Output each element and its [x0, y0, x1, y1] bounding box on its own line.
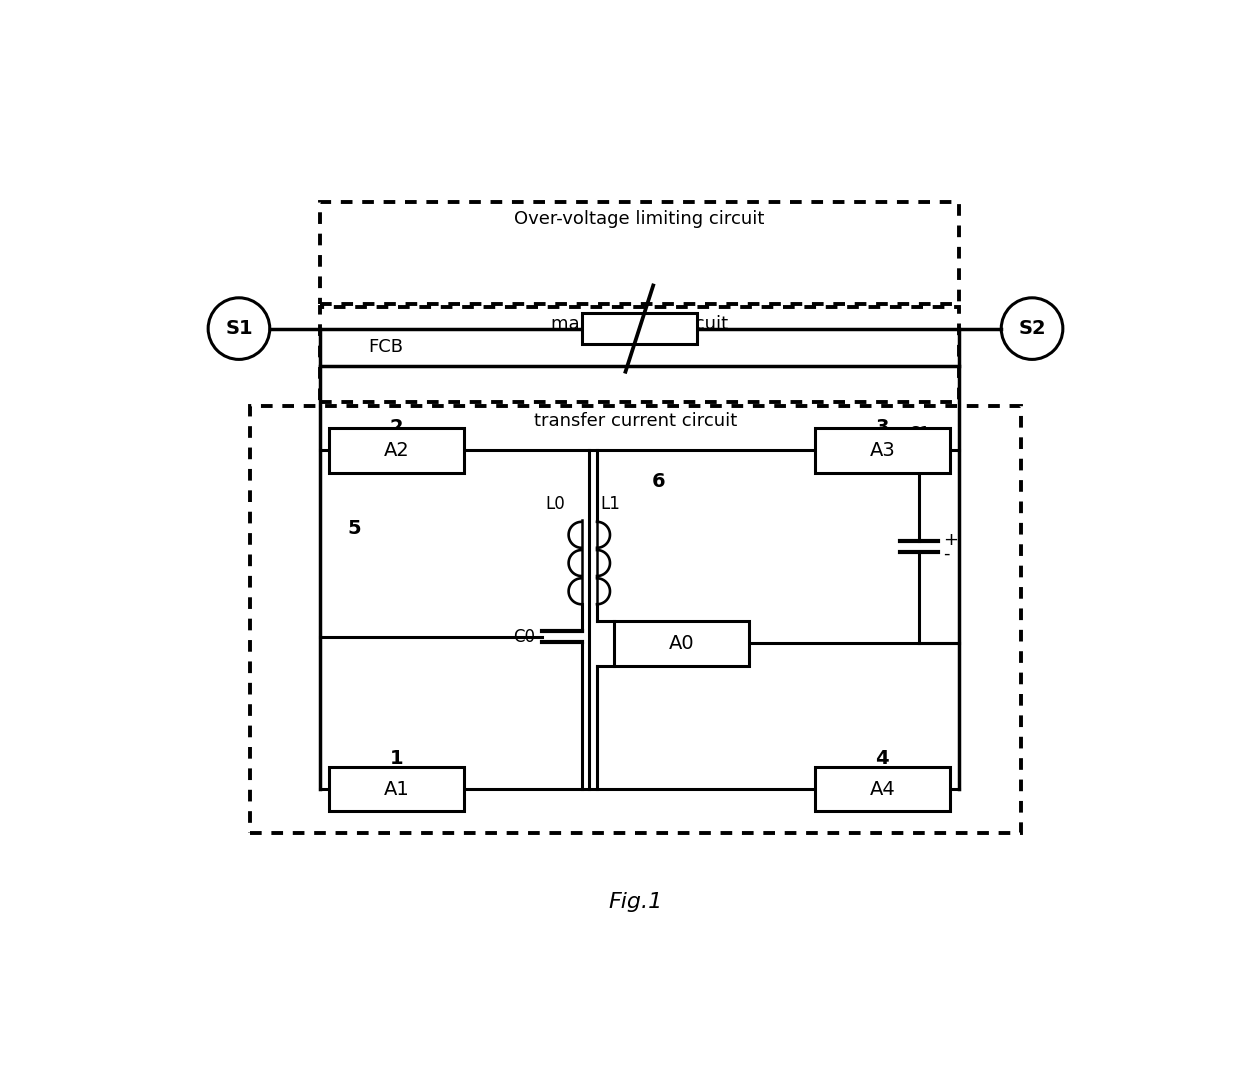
Bar	[329, 428, 464, 473]
Bar	[250, 406, 1021, 832]
Bar	[329, 767, 464, 811]
Text: -: -	[944, 545, 950, 563]
Text: L1: L1	[601, 495, 621, 514]
Text: transfer current circuit: transfer current circuit	[534, 412, 737, 430]
Text: 6: 6	[651, 472, 665, 490]
Text: Over-voltage limiting circuit: Over-voltage limiting circuit	[515, 211, 765, 228]
Text: 3: 3	[875, 417, 889, 437]
Text: FCB: FCB	[368, 338, 403, 356]
Text: 4: 4	[875, 749, 889, 768]
Text: main current circuit: main current circuit	[551, 315, 728, 333]
Text: 2: 2	[389, 417, 403, 437]
Text: C0: C0	[513, 628, 536, 645]
Text: 5: 5	[347, 519, 361, 537]
Text: A4: A4	[869, 780, 895, 798]
Text: Fig.1: Fig.1	[609, 892, 662, 913]
Text: S2: S2	[1018, 319, 1045, 338]
Text: A2: A2	[383, 441, 409, 460]
Bar	[320, 307, 959, 401]
Bar	[582, 314, 697, 343]
Text: S1: S1	[226, 319, 253, 338]
Bar	[320, 201, 959, 304]
Text: A0: A0	[668, 633, 694, 653]
Text: L0: L0	[546, 495, 564, 514]
Bar	[815, 428, 950, 473]
Text: +: +	[944, 531, 959, 549]
Text: A3: A3	[869, 441, 895, 460]
Text: A1: A1	[383, 780, 409, 798]
Text: C1: C1	[908, 425, 930, 443]
Bar	[614, 621, 749, 666]
Bar	[815, 767, 950, 811]
Text: 1: 1	[389, 749, 403, 768]
